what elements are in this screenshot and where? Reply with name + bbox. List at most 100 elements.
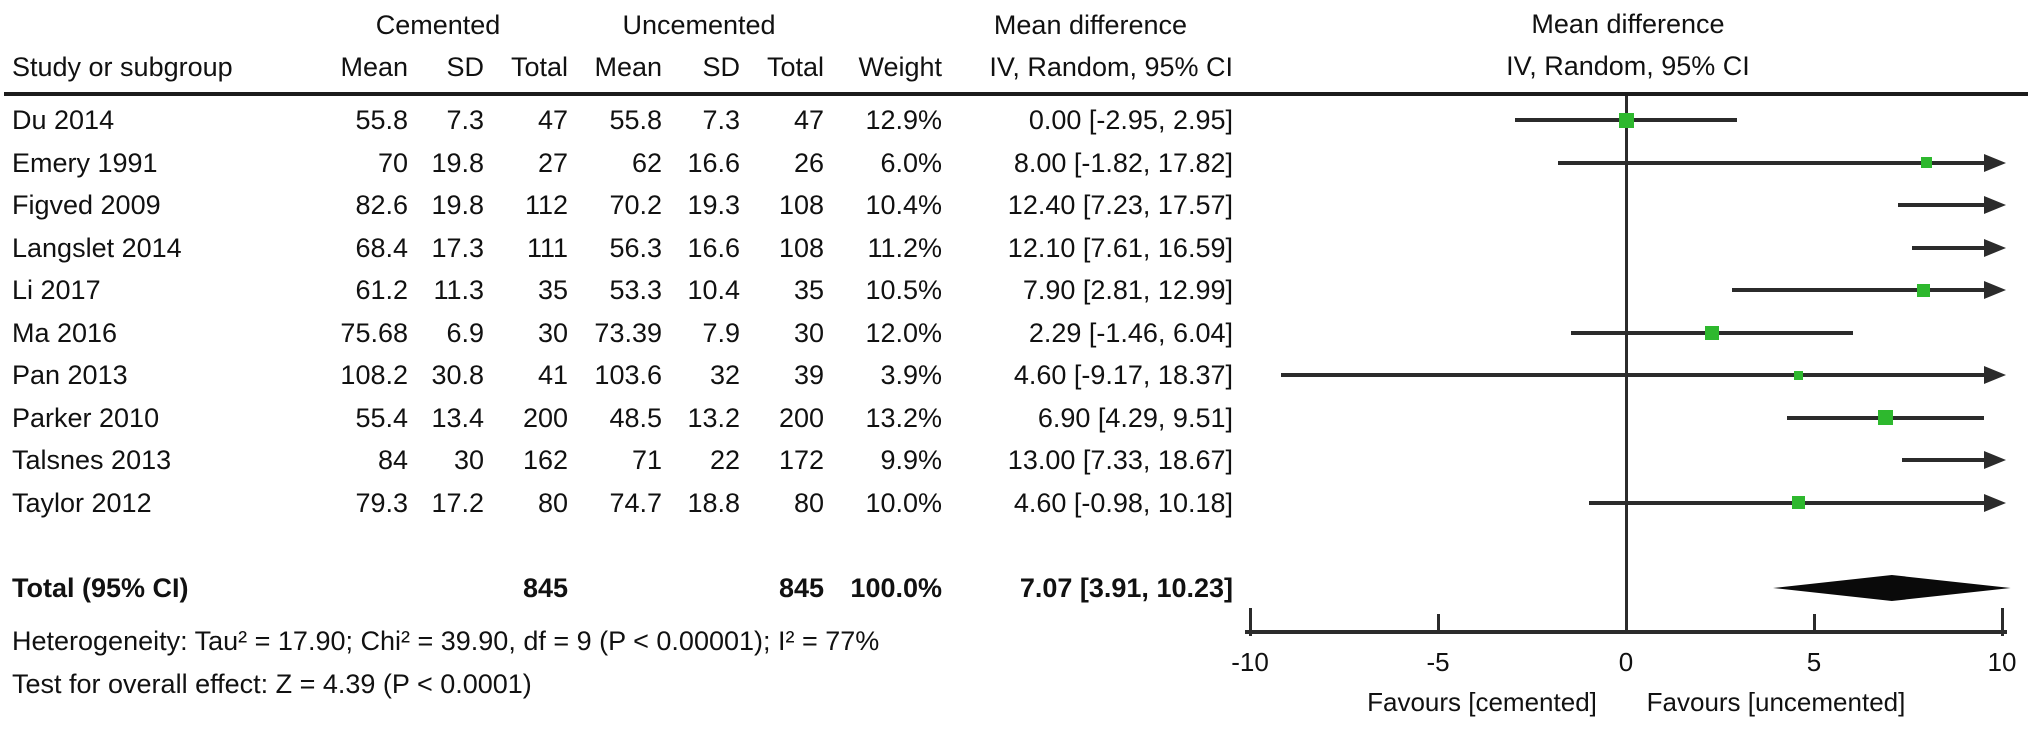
study-name: Parker 2010 (12, 402, 160, 433)
group-header-uncemented: Uncemented (622, 10, 776, 40)
cell-weight: 6.0% (880, 147, 942, 178)
ci-line (1557, 160, 1986, 165)
point-estimate-marker (1794, 370, 1804, 380)
group-header-cemented: Cemented (375, 10, 501, 40)
cell-c_sd: 30 (453, 445, 484, 475)
cell-ci_text: 4.60 [-0.98, 10.18] (1013, 487, 1233, 518)
cell-c_sd: 19.8 (431, 190, 484, 220)
x-axis-tick (1624, 614, 1628, 632)
cell-u_mean: 62 (631, 147, 662, 178)
cell-c_mean: 68.4 (355, 232, 408, 263)
table-column-header: Study or subgroup Mean SD Total Mean SD … (12, 46, 1239, 88)
total-row: Total (95% CI) 845 845 100.0% 7.07 [3.91… (12, 567, 1239, 609)
point-estimate-marker (1792, 496, 1806, 509)
cell-weight: 10.4% (865, 190, 942, 220)
table-row: Talsnes 2013 84 30 162 71 22 172 9.9% 13.00 [7.3… (12, 439, 1239, 481)
cell-c_mean: 75.68 (340, 317, 408, 348)
cell-c_mean: 55.4 (355, 402, 408, 433)
table-row: Figved 2009 82.6 19.8 112 70.2 19.3 108 10.4% 12… (12, 184, 1239, 226)
cell-u_mean: 55.8 (609, 105, 662, 135)
cell-ci_text: 2.29 [-1.46, 6.04] (1028, 317, 1233, 348)
cell-c_mean: 84 (377, 445, 408, 475)
point-estimate-marker (1921, 157, 1933, 168)
ci-line (1589, 500, 1986, 505)
x-axis-tick-label: 0 (1618, 647, 1634, 677)
point-estimate-marker (1916, 283, 1930, 297)
cell-u_sd: 10.4 (687, 275, 740, 305)
cell-u_mean: 70.2 (609, 190, 662, 220)
total-ci-text: 7.07 [3.91, 10.23] (1019, 573, 1233, 603)
study-name: Ma 2016 (12, 317, 118, 348)
header-rule (4, 92, 2028, 96)
cell-c_mean: 82.6 (355, 190, 408, 220)
ci-arrow-right-icon (1984, 238, 2006, 257)
study-name: Li 2017 (12, 275, 101, 305)
cell-c_total: 30 (537, 317, 568, 348)
cell-c_total: 162 (522, 445, 568, 475)
cell-u_total: 80 (793, 487, 824, 518)
cell-u_sd: 16.6 (687, 232, 740, 263)
cell-weight: 10.5% (865, 275, 942, 305)
cell-c_mean: 70 (377, 147, 408, 178)
cell-ci_text: 4.60 [-9.17, 18.37] (1013, 360, 1233, 390)
cell-c_sd: 13.4 (431, 402, 484, 433)
cell-u_mean: 73.39 (594, 317, 662, 348)
cell-u_total: 26 (793, 147, 824, 178)
mean-difference-text-title: Mean difference (993, 10, 1188, 40)
ci-arrow-right-icon (1984, 493, 2006, 512)
column-header-weight: Weight (858, 52, 942, 82)
x-axis-tick (2000, 608, 2004, 636)
study-name: Langslet 2014 (12, 232, 182, 263)
cell-u_total: 108 (778, 232, 824, 263)
ci-line (1912, 245, 1986, 250)
table-row: Langslet 2014 68.4 17.3 111 56.3 16.6 108 11.2%… (12, 227, 1239, 269)
column-header-cemented-mean: Mean (340, 52, 408, 82)
x-axis-tick (1436, 614, 1440, 632)
point-estimate-marker (1705, 325, 1720, 340)
cell-weight: 12.0% (865, 317, 942, 348)
cell-u_mean: 71 (631, 445, 662, 475)
cell-ci_text: 8.00 [-1.82, 17.82] (1013, 147, 1233, 178)
cell-u_total: 30 (793, 317, 824, 348)
favours-right-label: Favours [uncemented] (1646, 687, 1906, 717)
cell-u_total: 200 (778, 402, 824, 433)
x-axis-tick (1812, 614, 1816, 632)
cell-weight: 10.0% (865, 487, 942, 518)
column-header-uncemented-total: Total (766, 52, 824, 82)
summary-diamond (1773, 575, 2011, 601)
plot-header-title: Mean difference (1531, 9, 1725, 39)
x-axis-tick-label: -5 (1426, 647, 1450, 677)
cell-u_mean: 53.3 (609, 275, 662, 305)
x-axis-tick-label: 10 (1987, 647, 2017, 677)
cell-c_sd: 17.2 (431, 487, 484, 518)
total-uncemented-n: 845 (778, 573, 824, 603)
ci-line (1281, 373, 1986, 377)
favours-left-label: Favours [cemented] (1367, 687, 1597, 717)
cell-u_total: 39 (793, 360, 824, 390)
cell-u_total: 35 (793, 275, 824, 305)
column-header-uncemented-mean: Mean (594, 52, 662, 82)
cell-c_total: 27 (537, 147, 568, 178)
cell-c_sd: 17.3 (431, 232, 484, 263)
table-row: Li 2017 61.2 11.3 35 53.3 10.4 35 10.5% 7.90 [2.… (12, 269, 1239, 311)
study-name: Figved 2009 (12, 190, 161, 220)
cell-c_sd: 11.3 (433, 275, 484, 305)
study-name: Pan 2013 (12, 360, 128, 390)
cell-ci_text: 12.10 [7.61, 16.59] (1007, 232, 1233, 263)
ci-arrow-right-icon (1984, 451, 2006, 469)
table-row: Du 2014 55.8 7.3 47 55.8 7.3 47 12.9% 0.00 [-2.9… (12, 99, 1239, 141)
total-cemented-n: 845 (522, 573, 568, 603)
table-row: Parker 2010 55.4 13.4 200 48.5 13.2 200 13.2% 6.… (12, 397, 1239, 439)
cell-c_total: 35 (537, 275, 568, 305)
cell-c_mean: 108.2 (340, 360, 408, 390)
x-axis-tick-label: 5 (1806, 647, 1822, 677)
cell-u_mean: 103.6 (594, 360, 662, 390)
plot-header-subtitle: IV, Random, 95% CI (1506, 51, 1750, 81)
cell-c_sd: 6.9 (446, 317, 484, 348)
cell-ci_text: 0.00 [-2.95, 2.95] (1028, 105, 1233, 135)
cell-c_sd: 30.8 (431, 360, 484, 390)
cell-u_sd: 13.2 (687, 402, 740, 433)
cell-u_total: 172 (778, 445, 824, 475)
ci-arrow-right-icon (1984, 153, 2006, 172)
column-header-ci-text: IV, Random, 95% CI (989, 52, 1233, 82)
